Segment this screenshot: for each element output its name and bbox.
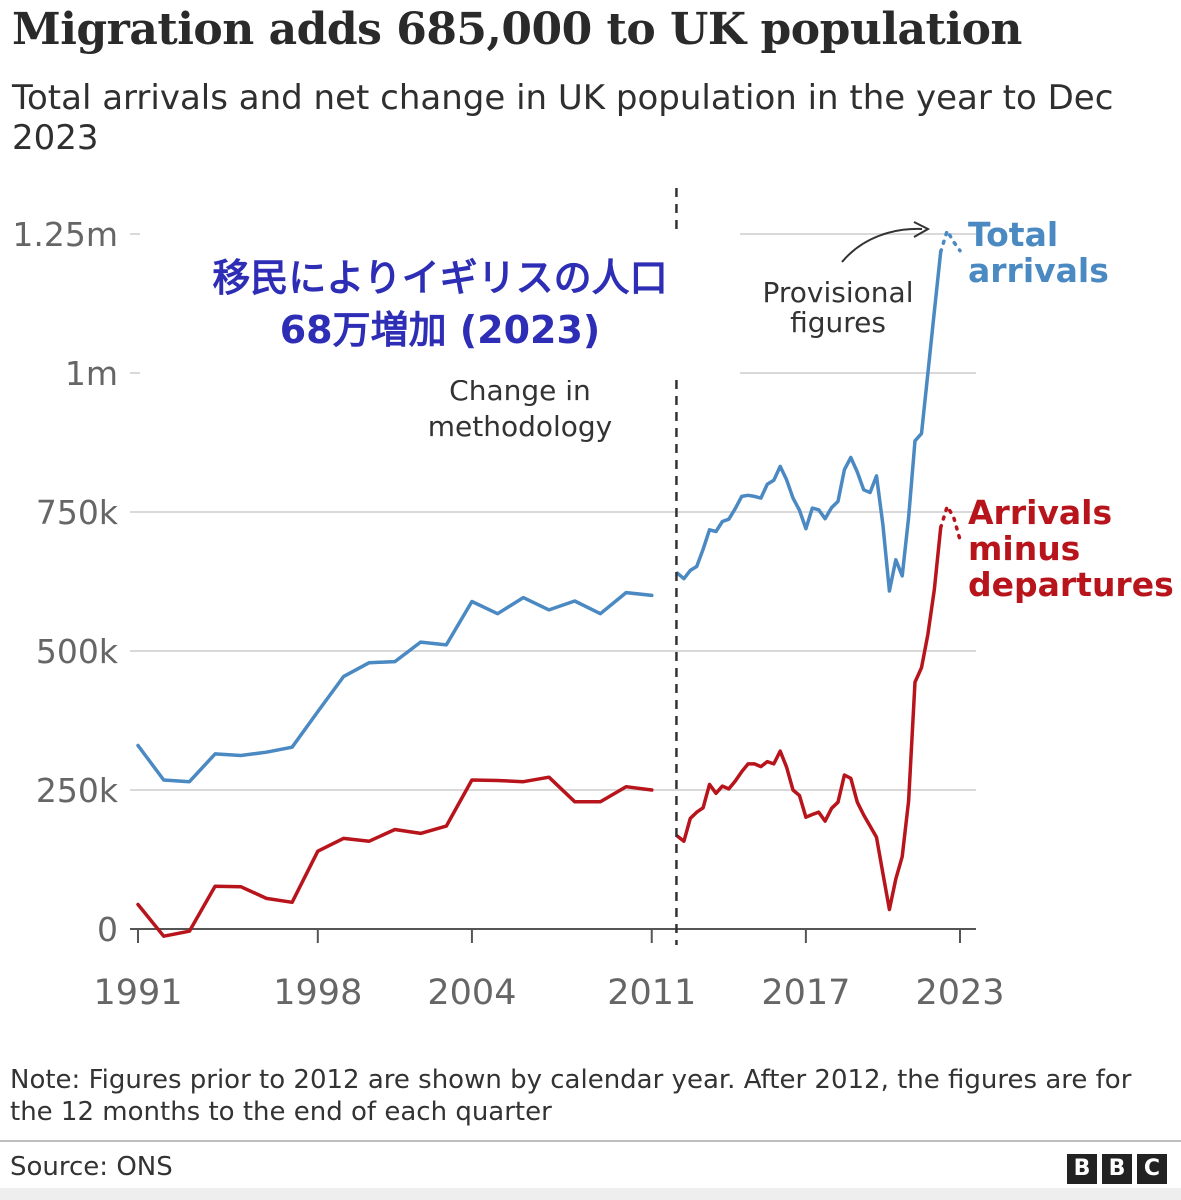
footnote: Note: Figures prior to 2012 are shown by… <box>10 1065 1132 1127</box>
series-label-line: Arrivals <box>968 493 1112 532</box>
x-tick-label: 1991 <box>93 973 182 1013</box>
series-label-line: arrivals <box>968 251 1109 290</box>
methodology-annotation: Change in methodology <box>428 374 613 443</box>
chart-svg: 0 250k 500k 750k 1m 1.25m 1991 1998 2004 2011 201… <box>12 188 1174 1013</box>
chart-title: Migration adds 685,000 to UK population <box>12 4 1022 55</box>
bbc-logo-letter-3: C <box>1137 1154 1167 1184</box>
x-tick-label: 2004 <box>427 973 516 1013</box>
total-arrivals-line <box>938 228 962 254</box>
overlay-line-1: 移民によりイギリスの人口 <box>212 256 668 300</box>
provisional-annotation: Provisional figures <box>763 276 914 339</box>
net-migration-label: Arrivals minus departures <box>968 493 1174 604</box>
series-label-line: departures <box>968 565 1174 604</box>
bbc-logo-letter-2: B <box>1102 1154 1132 1184</box>
annotations: Total arrivals Arrivals minus departures Chan… <box>428 188 1174 945</box>
x-tick-label: 2023 <box>915 973 1004 1013</box>
provisional-arrowhead <box>913 221 931 238</box>
series-lines <box>136 228 962 938</box>
y-tick-label: 1m <box>65 354 118 393</box>
annotation-line: figures <box>790 306 886 339</box>
x-tick-label: 2017 <box>761 973 850 1013</box>
bottom-band <box>0 1188 1181 1200</box>
provisional-arrow <box>841 227 923 263</box>
total-arrivals-line <box>136 590 654 784</box>
source-label: Source: ONS <box>10 1152 173 1182</box>
total-arrivals-line <box>675 250 943 593</box>
annotation-line: Provisional <box>763 276 914 309</box>
x-tick-label: 1998 <box>273 973 362 1013</box>
bbc-logo-letter-1: B <box>1067 1154 1097 1184</box>
annotation-line: methodology <box>428 410 613 443</box>
japanese-caption-overlay: 移民によりイギリスの人口 68万増加 (2023) <box>140 232 740 380</box>
x-tick-label: 2011 <box>607 973 696 1013</box>
series-label-line: Total <box>968 215 1058 254</box>
net-migration-line <box>675 525 943 912</box>
series-label-line: minus <box>968 529 1080 568</box>
chart-subtitle: Total arrivals and net change in UK popu… <box>12 78 1114 158</box>
net-migration-line <box>938 504 962 542</box>
y-tick-label: 500k <box>36 632 119 671</box>
y-tick-label: 0 <box>97 910 118 949</box>
net-migration-line <box>136 775 654 938</box>
y-tick-label: 750k <box>36 493 119 532</box>
y-tick-label: 250k <box>36 771 119 810</box>
overlay-line-2: 68万増加 (2023) <box>279 308 601 352</box>
footer-divider <box>0 1140 1181 1142</box>
y-tick-label: 1.25m <box>12 215 118 254</box>
total-arrivals-label: Total arrivals <box>968 215 1109 290</box>
x-axis: 1991 1998 2004 2011 2017 2023 <box>93 928 1005 1013</box>
bbc-logo: B B C <box>1067 1154 1167 1184</box>
